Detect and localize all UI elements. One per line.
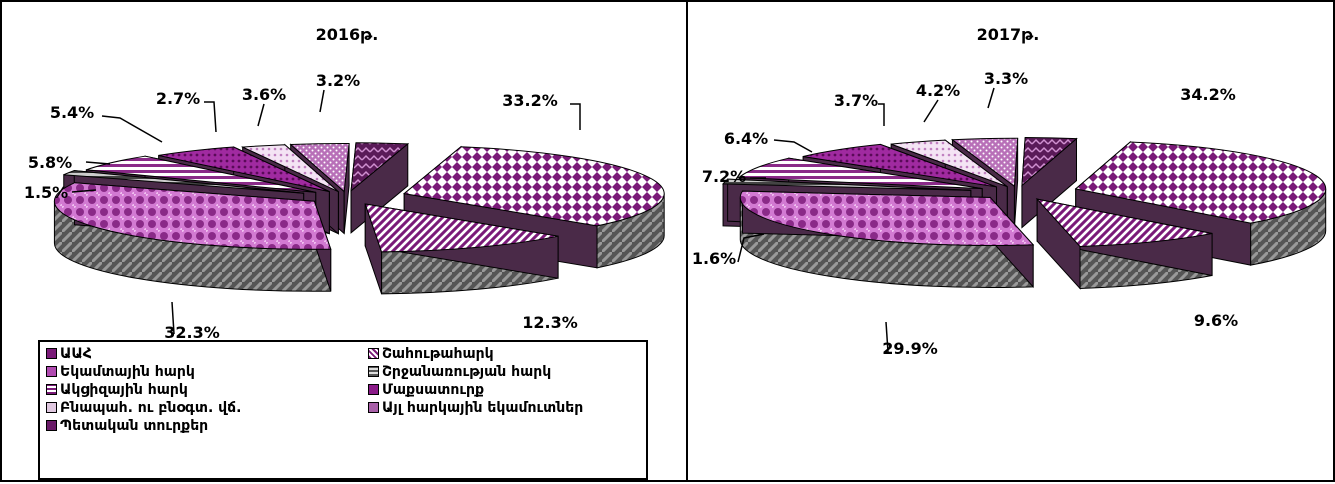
legend-item-vat: ԱԱՀ	[46, 346, 92, 362]
excise-tax-swatch-icon	[46, 384, 57, 395]
data-label: 3.7%	[834, 91, 878, 110]
data-label: 1.6%	[692, 249, 736, 268]
leader-line	[71, 189, 97, 193]
state-duties-swatch-icon	[46, 420, 57, 431]
legend-label: Եկամտային հարկ	[60, 364, 195, 380]
vat-swatch-icon	[46, 348, 57, 359]
data-label: 33.2%	[502, 91, 558, 110]
data-label: 3.6%	[242, 85, 286, 104]
legend-item-turnover-tax: Շրջանառության հարկ	[368, 364, 551, 380]
pie-chart-2017: 2017թ. 34.2% 9.6% 29.9% 1.6% 7.2% 6.4% 3.7% 4.2%…	[692, 25, 1327, 358]
legend-label: Ակցիզային հարկ	[60, 382, 188, 398]
leader-line	[171, 301, 175, 335]
leader-line	[737, 233, 765, 263]
income-tax-swatch-icon	[46, 366, 57, 377]
data-label: 9.6%	[1194, 311, 1238, 330]
legend-item-state-duties: Պետական տուրքեր	[46, 418, 208, 434]
data-label: 3.2%	[316, 71, 360, 90]
chart-panel-2016: 2016թ. 33.2% 12.3% 32.3% 1.5% 5.8% 5.4% 2.7% 3.6…	[0, 0, 688, 482]
environment-fees-swatch-icon	[46, 402, 57, 413]
data-label: 6.4%	[724, 129, 768, 148]
legend-label: Այլ հարկային եկամուտներ	[382, 400, 584, 416]
legend-label: Պետական տուրքեր	[60, 418, 209, 434]
data-label: 12.3%	[522, 313, 578, 332]
leader-line	[85, 161, 111, 165]
leader-line	[570, 103, 581, 130]
legend-item-customs-duty: Մաքսատուրք	[368, 382, 484, 398]
pie-slice	[1021, 137, 1078, 229]
legend-item-other-tax: Այլ հարկային եկամուտներ	[368, 400, 583, 416]
pie-slice	[53, 182, 332, 292]
other-tax-swatch-icon	[368, 402, 379, 413]
data-label: 5.8%	[28, 153, 72, 172]
data-label: 5.4%	[50, 103, 94, 122]
pie-chart-2016: 2016թ. 33.2% 12.3% 32.3% 1.5% 5.8% 5.4% 2.7% 3.6…	[24, 25, 665, 342]
data-label: 32.3%	[164, 323, 220, 342]
data-label: 4.2%	[916, 81, 960, 100]
pie-slice	[1035, 197, 1213, 290]
data-label: 3.3%	[984, 69, 1028, 88]
leader-line	[878, 103, 885, 126]
leader-line	[885, 321, 889, 353]
data-label: 7.2%	[702, 167, 746, 186]
legend-item-environment-fees: Բնապահ. ու բնօգտ. վճ.	[46, 400, 241, 416]
leader-line	[319, 89, 325, 113]
data-label: 1.5%	[24, 183, 68, 202]
leader-line	[987, 87, 995, 109]
chart-title: 2016թ.	[316, 25, 379, 44]
leader-line	[101, 115, 163, 143]
data-label: 34.2%	[1180, 85, 1236, 104]
turnover-tax-swatch-icon	[368, 366, 379, 377]
customs-duty-swatch-icon	[368, 384, 379, 395]
legend-label: ԱԱՀ	[60, 346, 92, 362]
pie-slice	[739, 190, 1035, 289]
pie-slice	[364, 203, 559, 295]
legend-label: Բնապահ. ու բնօգտ. վճ.	[60, 400, 242, 416]
legend-label: Մաքսատուրք	[382, 382, 485, 398]
chart-legend: ԱԱՀ Շահութահարկ Եկամտային հարկ Շրջանառու…	[38, 340, 648, 480]
leader-line	[204, 101, 217, 133]
chart-title: 2017թ.	[977, 25, 1040, 44]
data-label: 29.9%	[882, 339, 938, 358]
leader-line	[257, 103, 265, 127]
leader-line	[923, 99, 939, 123]
legend-item-income-tax: Եկամտային հարկ	[46, 364, 195, 380]
legend-item-excise-tax: Ակցիզային հարկ	[46, 382, 188, 398]
legend-label: Շահութահարկ	[382, 346, 494, 362]
data-label: 2.7%	[156, 89, 200, 108]
leader-line	[773, 139, 813, 153]
legend-item-profit-tax: Շահութահարկ	[368, 346, 494, 362]
chart-panel-2017: 2017թ. 34.2% 9.6% 29.9% 1.6% 7.2% 6.4% 3.7% 4.2%…	[686, 0, 1335, 482]
legend-label: Շրջանառության հարկ	[382, 364, 552, 380]
profit-tax-swatch-icon	[368, 348, 379, 359]
